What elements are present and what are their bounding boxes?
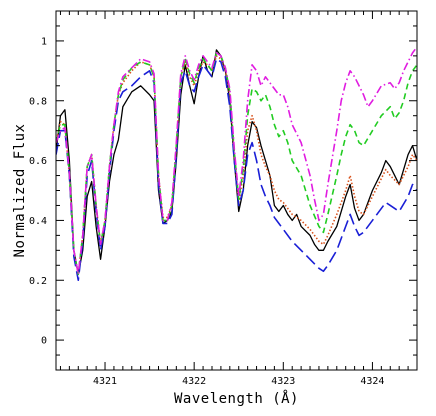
y-tick-label: 0.2 — [29, 276, 47, 287]
x-tick-label: 4321 — [93, 376, 117, 387]
y-tick-label: 1 — [41, 36, 47, 47]
series-layer — [56, 46, 417, 282]
x-tick-label: 4324 — [360, 376, 384, 387]
x-tick-label: 4323 — [271, 376, 295, 387]
y-axis-title: Normalized Flux — [12, 124, 28, 258]
y-tick-label: 0.4 — [29, 216, 47, 227]
x-axis-title: Wavelength (Å) — [174, 390, 299, 407]
y-tick-label: 0 — [41, 336, 47, 347]
y-tick-label: 0.8 — [29, 96, 47, 107]
y-tick-label: 0.6 — [29, 156, 47, 167]
tick-layer: 4321 4322 4323 4324 0 0.2 0.4 0.6 0.8 1 — [29, 10, 418, 387]
series-line-4 — [56, 52, 417, 276]
series-line-5 — [56, 46, 417, 276]
x-tick-label: 4322 — [182, 376, 206, 387]
